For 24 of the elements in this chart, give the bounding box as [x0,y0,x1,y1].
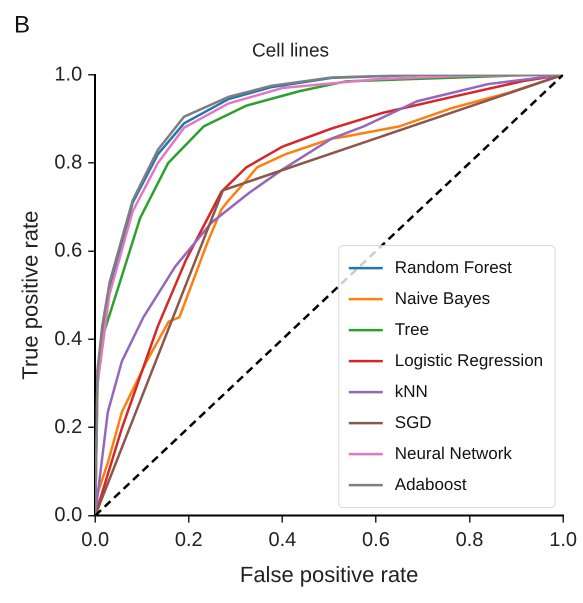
y-tick-label: 0.4 [54,328,82,350]
x-tick-label: 1.0 [549,529,578,552]
legend-label: Naive Bayes [394,288,490,308]
legend-label: Adaboost [394,474,467,494]
legend-label: SGD [394,412,432,432]
y-tick-label: 0.8 [54,151,82,174]
legend-label: Tree [394,320,430,339]
y-tick-label: 1.0 [54,63,82,86]
y-axis-title: True positive rate [17,210,42,380]
x-tick-label: 0.0 [81,529,110,552]
legend-label: kNN [394,382,428,401]
x-tick-label: 0.6 [362,529,390,552]
y-tick-label: 0.6 [54,240,82,262]
legend-label: Neural Network [394,444,512,463]
x-tick-label: 0.8 [456,529,484,552]
y-tick-label: 0.2 [54,416,82,438]
x-tick-label: 0.2 [174,529,203,552]
legend-label: Random Forest [394,258,512,277]
x-axis-title: False positive rate [240,562,418,587]
y-tick-label: 0.0 [54,504,82,526]
x-tick-label: 0.4 [268,529,296,552]
text: B [14,12,30,39]
chart-title: Cell lines [252,40,330,62]
legend-label: Logistic Regression [394,350,544,370]
